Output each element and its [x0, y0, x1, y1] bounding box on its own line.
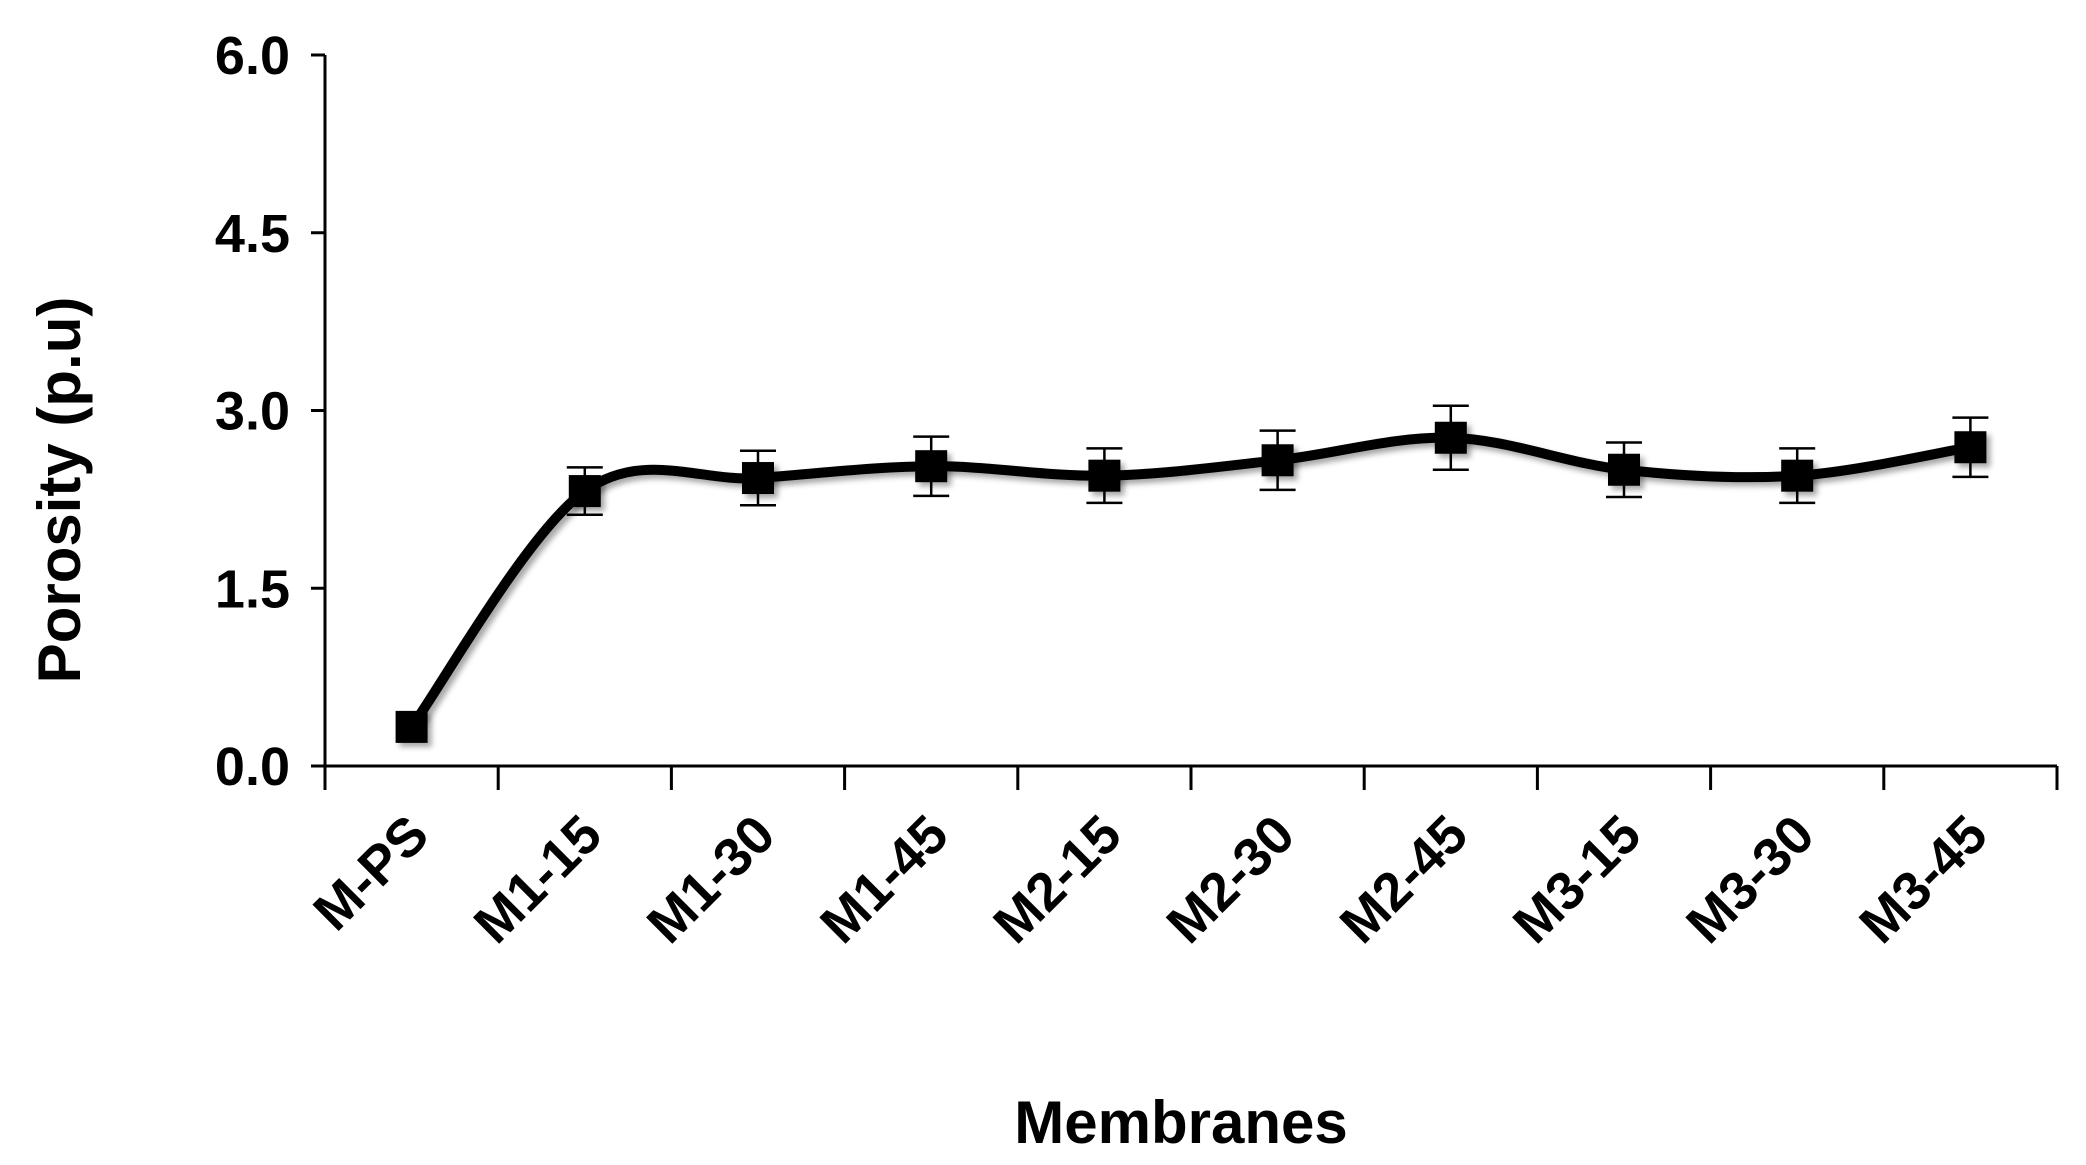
y-tick-label: 0.0 — [215, 737, 290, 797]
x-ticks: M-PS M1-15 M1-30 M1-45 M2-15 M2-30 M2-45 M3-15 M… — [302, 766, 2059, 955]
data-point-marker — [1954, 431, 1987, 464]
data-point-marker — [395, 710, 428, 743]
x-tick-label: M-PS — [302, 804, 440, 942]
y-tick-label: 3.0 — [215, 382, 290, 442]
x-axis-title: Membranes — [1014, 1089, 1347, 1156]
series-layer — [395, 404, 1989, 743]
x-tick-label: M1-45 — [809, 804, 960, 955]
y-axis-title: Porosity (p.u) — [26, 297, 93, 684]
data-point-marker — [1608, 453, 1640, 486]
data-point-marker — [1088, 459, 1121, 492]
series-line — [406, 432, 1976, 732]
x-tick-label: M3-45 — [1848, 804, 1999, 955]
x-tick-label: M3-15 — [1502, 804, 1653, 955]
y-tick-label: 6.0 — [215, 26, 290, 86]
data-point-marker — [1261, 444, 1294, 477]
data-point-marker — [1781, 459, 1814, 492]
axes: 0.0 1.5 3.0 4.5 6.0 M-PS M1-15 M1-30 M1-45 M2-15… — [215, 26, 2059, 955]
x-tick-label: M1-15 — [463, 804, 614, 955]
x-tick-label: M2-15 — [982, 804, 1133, 955]
x-tick-label: M1-30 — [636, 804, 787, 955]
data-point-marker — [568, 475, 601, 508]
x-tick-label: M2-30 — [1155, 804, 1306, 955]
y-ticks: 0.0 1.5 3.0 4.5 6.0 — [215, 26, 325, 797]
data-point-marker — [1434, 421, 1467, 454]
y-tick-label: 4.5 — [215, 204, 290, 264]
data-point-marker — [915, 450, 948, 483]
x-tick-label: M3-30 — [1675, 804, 1826, 955]
y-tick-label: 1.5 — [215, 559, 290, 619]
data-point-marker — [742, 462, 774, 495]
x-tick-label: M2-45 — [1329, 804, 1480, 955]
